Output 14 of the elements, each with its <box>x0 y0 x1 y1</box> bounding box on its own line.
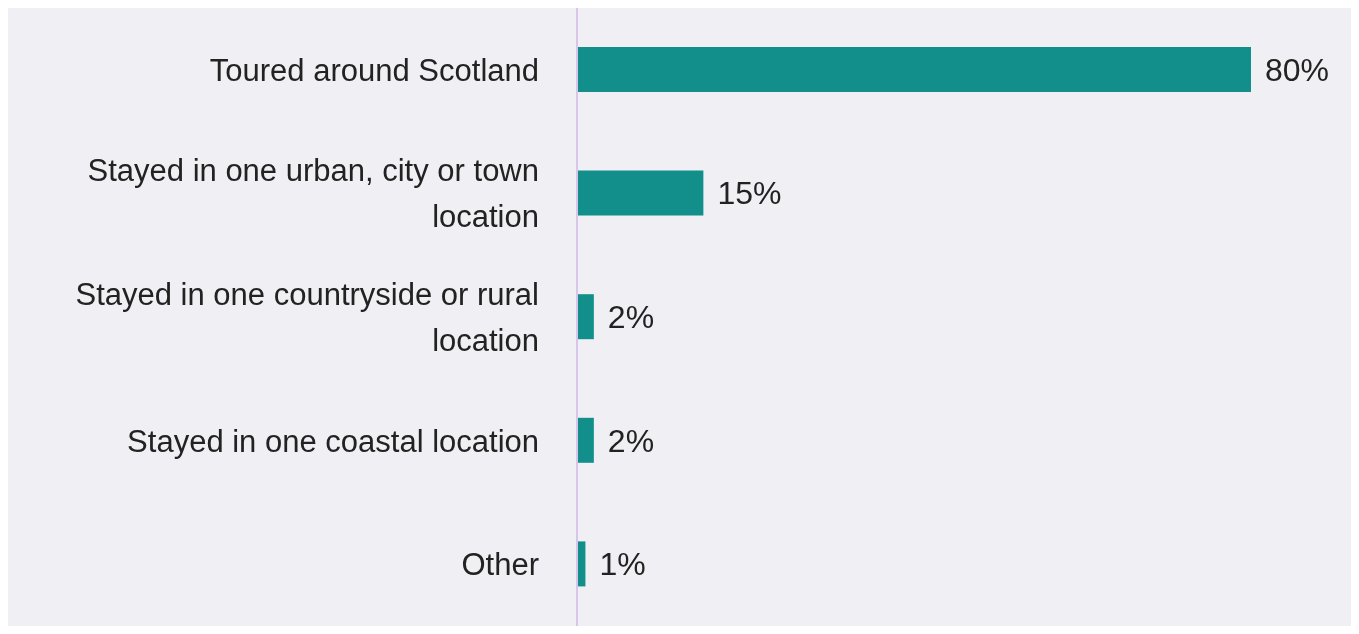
bar <box>577 47 1251 92</box>
data-label: 80% <box>1265 51 1330 88</box>
data-label: 15% <box>717 175 782 212</box>
y-tick-label: Other <box>461 546 539 582</box>
data-label: 1% <box>599 546 646 583</box>
y-tick-label: Stayed in one coastal location <box>127 423 539 459</box>
y-tick-label: Stayed in one countryside or rural location <box>75 276 539 358</box>
y-tick-label: Stayed in one urban, city or town location <box>87 152 539 234</box>
data-label: 2% <box>607 422 655 459</box>
bar <box>577 417 594 463</box>
data-label: 2% <box>607 299 655 336</box>
y-tick-label: Toured around Scotland <box>209 52 539 88</box>
bar <box>577 170 704 216</box>
bar <box>577 294 594 340</box>
